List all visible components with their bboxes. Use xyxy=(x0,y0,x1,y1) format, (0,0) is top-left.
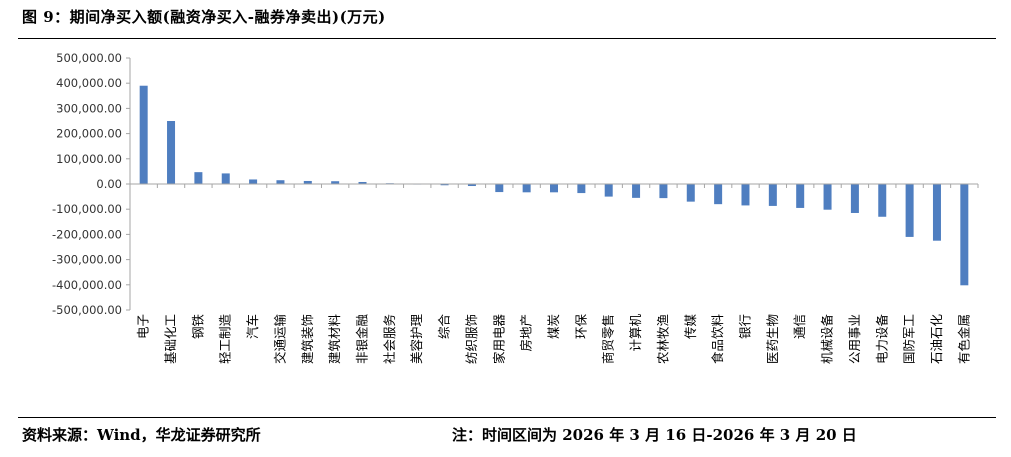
bar xyxy=(550,184,558,193)
x-tick-label: 汽车 xyxy=(245,314,260,339)
bar xyxy=(878,184,887,217)
x-tick-label: 石油石化 xyxy=(929,314,944,365)
bar xyxy=(303,180,312,184)
x-tick-label: 社会服务 xyxy=(382,314,397,364)
x-tick-label: 环保 xyxy=(573,314,588,340)
bar xyxy=(440,184,449,186)
x-tick-label: 钢铁 xyxy=(190,314,205,340)
bar xyxy=(659,184,668,199)
figure-title: 图 9：期间净买入额(融资净买入-融券净卖出)(万元) xyxy=(22,8,386,26)
x-tick-label: 电子 xyxy=(136,314,151,339)
y-tick-label: 100,000.00 xyxy=(56,152,122,166)
y-tick-label: -500,000.00 xyxy=(52,303,122,317)
x-tick-label: 医药生物 xyxy=(765,314,780,364)
x-tick-label: 基础化工 xyxy=(163,314,178,364)
bar xyxy=(495,184,504,193)
bar xyxy=(850,184,859,213)
bar xyxy=(905,184,914,237)
x-tick-label: 通信 xyxy=(792,314,807,339)
bar xyxy=(467,184,476,187)
bar xyxy=(796,184,805,208)
bar xyxy=(932,184,941,241)
x-tick-label: 传媒 xyxy=(683,314,698,340)
x-tick-label: 综合 xyxy=(437,314,452,340)
y-tick-label: -100,000.00 xyxy=(52,202,122,216)
source-note: 资料来源：Wind，华龙证券研究所 xyxy=(22,426,261,444)
bar xyxy=(714,184,723,205)
y-tick-label: 400,000.00 xyxy=(56,76,122,90)
bar xyxy=(632,184,641,198)
x-tick-label: 建筑材料 xyxy=(327,314,342,365)
x-tick-label: 美容护理 xyxy=(409,314,424,365)
bottom-rule xyxy=(18,417,996,418)
x-tick-label: 轻工制造 xyxy=(218,314,233,365)
x-tick-label: 公用事业 xyxy=(847,314,862,364)
x-tick-label: 电力设备 xyxy=(874,314,889,365)
x-tick-label: 房地产 xyxy=(519,314,534,352)
bar xyxy=(741,184,750,206)
x-tick-label: 煤炭 xyxy=(546,314,561,339)
bar xyxy=(768,184,777,206)
y-tick-label: 500,000.00 xyxy=(56,51,122,65)
y-tick-label: -300,000.00 xyxy=(52,253,122,267)
bar xyxy=(577,184,586,194)
x-tick-label: 家用电器 xyxy=(491,314,506,365)
bar xyxy=(221,173,230,184)
bar xyxy=(194,172,203,184)
x-tick-label: 食品饮料 xyxy=(710,314,725,365)
x-tick-label: 建筑装饰 xyxy=(300,314,315,364)
x-tick-label: 商贸零售 xyxy=(601,314,616,364)
x-tick-label: 纺织服饰 xyxy=(464,314,479,364)
y-tick-label: 200,000.00 xyxy=(56,127,122,141)
bar xyxy=(823,184,832,210)
y-tick-label: 0.00 xyxy=(96,177,122,191)
x-tick-label: 机械设备 xyxy=(820,314,835,365)
bar xyxy=(522,184,531,193)
bar xyxy=(604,184,613,197)
bar xyxy=(167,121,176,184)
x-tick-label: 银行 xyxy=(737,314,752,339)
bar xyxy=(249,179,258,184)
bar xyxy=(358,181,367,184)
bar xyxy=(331,181,340,184)
bar xyxy=(276,180,285,184)
bar xyxy=(139,85,148,184)
x-tick-label: 交通运输 xyxy=(272,314,287,365)
y-tick-label: -400,000.00 xyxy=(52,278,122,292)
x-tick-label: 农林牧渔 xyxy=(655,314,670,364)
top-rule xyxy=(18,38,996,39)
x-tick-label: 非银金融 xyxy=(355,314,370,365)
x-tick-label: 计算机 xyxy=(628,314,643,352)
bar-chart: 500,000.00 400,000.00 300,000.00 200,000.00… xyxy=(52,51,979,365)
bar xyxy=(960,184,969,286)
date-range-note: 注：时间区间为 2026 年 3 月 16 日-2026 年 3 月 20 日 xyxy=(452,426,857,444)
x-tick-label: 有色金属 xyxy=(956,314,971,364)
bar xyxy=(686,184,695,202)
y-tick-label: -200,000.00 xyxy=(52,227,122,241)
x-tick-label: 国防军工 xyxy=(902,314,917,364)
y-tick-label: 300,000.00 xyxy=(56,101,122,115)
